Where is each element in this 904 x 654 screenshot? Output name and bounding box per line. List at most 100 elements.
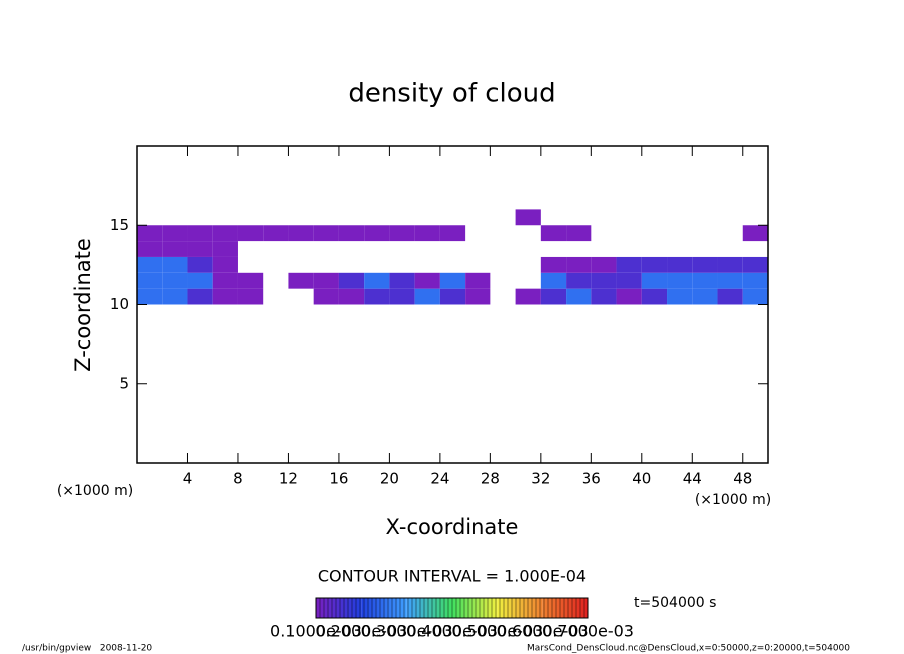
x-tick-label: 24	[430, 470, 449, 488]
cell	[338, 225, 365, 242]
colorbar-label: 0.1000e-03	[270, 622, 362, 641]
cell	[515, 209, 541, 226]
cell	[515, 288, 541, 305]
cell	[717, 288, 743, 305]
colorbar-title: CONTOUR INTERVAL = 1.000E-04	[318, 567, 586, 586]
colorbar-label: 0.5000e-03	[451, 622, 543, 641]
x-tick-label: 36	[582, 470, 601, 488]
cell	[667, 256, 693, 273]
cell	[641, 256, 668, 273]
y-tick-label: 5	[119, 374, 129, 392]
cell	[162, 256, 188, 273]
colorbar-segment	[406, 598, 452, 618]
cell	[667, 288, 693, 305]
cell	[389, 272, 415, 289]
cell	[414, 272, 440, 289]
y-tick-label: 15	[110, 216, 129, 234]
cell	[137, 272, 163, 289]
cell	[692, 256, 718, 273]
x-unit: (×1000 m)	[695, 492, 771, 508]
cell	[641, 272, 668, 289]
cell	[313, 272, 339, 289]
cell	[364, 225, 390, 242]
cell	[566, 225, 592, 242]
cell	[137, 256, 163, 273]
cell	[364, 288, 390, 305]
colorbar-label: 0.6000e-03	[497, 622, 589, 641]
cell	[540, 225, 567, 242]
cell	[187, 256, 213, 273]
colorbar-segment	[452, 598, 498, 618]
colorbar-label: 0.2000e-03	[315, 622, 407, 641]
cell	[566, 288, 592, 305]
cell	[591, 272, 617, 289]
y-unit: (×1000 m)	[57, 483, 133, 499]
colorbar-segment	[542, 598, 588, 618]
cell	[465, 288, 491, 305]
x-tick-label: 48	[733, 470, 752, 488]
cell	[162, 225, 188, 242]
cell	[616, 288, 642, 305]
cell	[465, 272, 491, 289]
cell	[237, 272, 264, 289]
cell	[364, 272, 390, 289]
cell	[137, 225, 163, 242]
cell	[338, 288, 365, 305]
cell	[414, 288, 440, 305]
chart-title: density of cloud	[348, 79, 555, 109]
cell	[187, 241, 213, 257]
footer-left: /usr/bin/gpview 2008-11-20	[22, 644, 152, 654]
cell	[540, 288, 567, 305]
cell	[389, 225, 415, 242]
y-tick-label: 10	[110, 295, 129, 313]
cell	[616, 272, 642, 289]
cell	[288, 225, 314, 242]
cell	[237, 288, 264, 305]
cell	[313, 288, 339, 305]
time-label: t=504000 s	[634, 595, 716, 611]
cell	[717, 256, 743, 273]
colorbar-label: 0.4000e-03	[406, 622, 498, 641]
cell	[591, 288, 617, 305]
cell	[389, 288, 415, 305]
x-tick-label: 44	[683, 470, 702, 488]
y-axis-label: Z-coordinate	[71, 238, 95, 372]
cell	[162, 241, 188, 257]
x-tick-label: 8	[233, 470, 243, 488]
cell	[212, 241, 238, 257]
cell	[137, 241, 163, 257]
cell	[742, 272, 768, 289]
cell	[717, 272, 743, 289]
cell	[566, 256, 592, 273]
cell	[692, 288, 718, 305]
cell	[187, 225, 213, 242]
colorbar-label: 0.3000e-03	[361, 622, 453, 641]
cell	[641, 288, 668, 305]
cell	[212, 225, 238, 242]
cell	[616, 256, 642, 273]
cell	[742, 225, 768, 242]
cell	[212, 288, 238, 305]
colorbar-frame	[315, 597, 589, 619]
cell	[263, 225, 289, 242]
cell	[137, 288, 163, 305]
cell	[288, 272, 314, 289]
cell	[742, 256, 768, 273]
cell	[439, 288, 466, 305]
colorbar-segment	[316, 598, 362, 618]
x-tick-label: 4	[183, 470, 193, 488]
cell	[540, 256, 567, 273]
cell	[591, 256, 617, 273]
x-tick-label: 20	[380, 470, 399, 488]
cell	[162, 272, 188, 289]
cell	[162, 288, 188, 305]
cell	[667, 272, 693, 289]
cell	[414, 225, 440, 242]
cell	[187, 288, 213, 305]
x-tick-label: 40	[632, 470, 651, 488]
cell	[187, 272, 213, 289]
footer-right: MarsCond_DensCloud.nc@DensCloud,x=0:5000…	[527, 644, 850, 654]
x-tick-label: 28	[481, 470, 500, 488]
x-tick-label: 32	[531, 470, 550, 488]
